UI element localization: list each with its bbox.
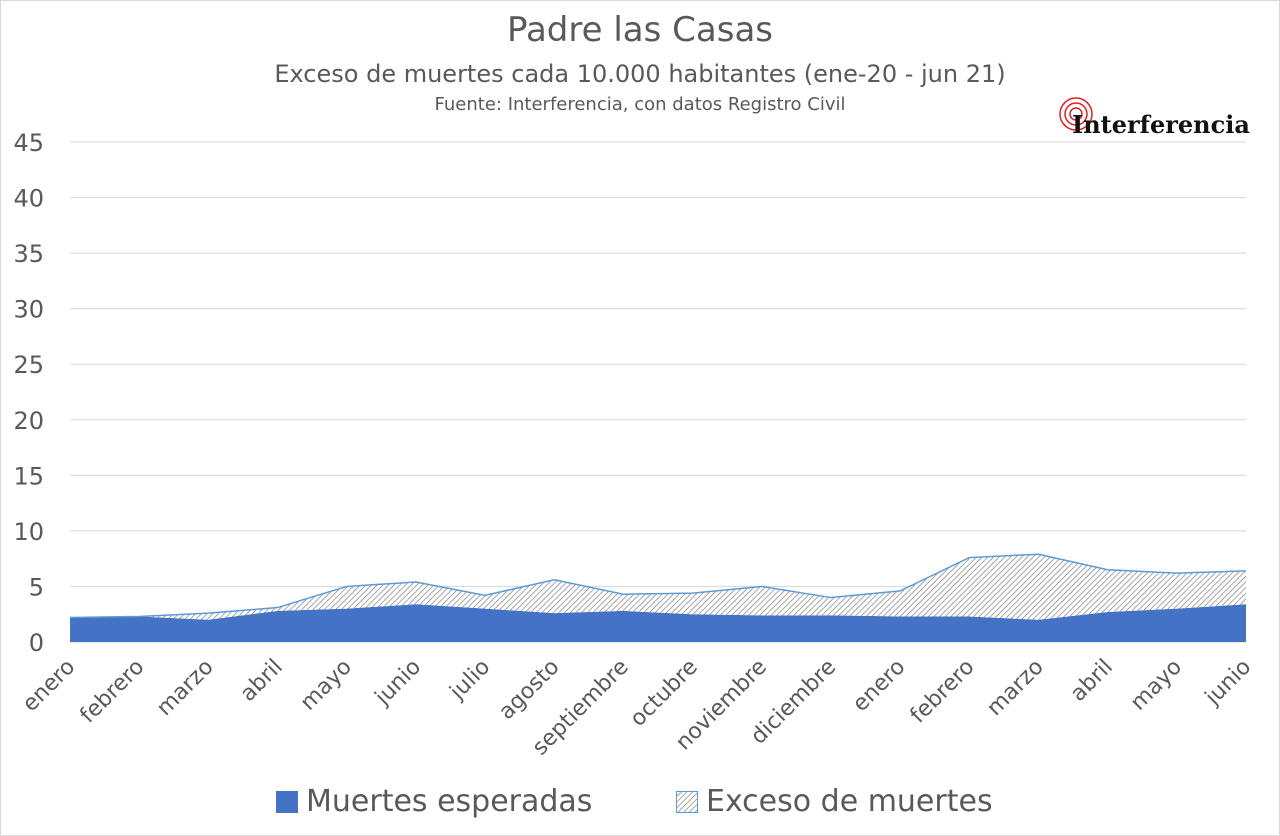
x-tick-label-1: febrero bbox=[76, 655, 150, 729]
x-tick-label-12: enero bbox=[848, 655, 910, 717]
x-tick-label-6: julio bbox=[445, 655, 496, 706]
chart-legend: Muertes esperadas Exceso de muertes bbox=[0, 784, 1280, 824]
legend-label-excess: Exceso de muertes bbox=[706, 784, 993, 819]
chart-subtitle: Exceso de muertes cada 10.000 habitantes… bbox=[274, 60, 1006, 88]
y-tick-label-10: 10 bbox=[13, 518, 44, 546]
y-tick-label-0: 0 bbox=[29, 629, 44, 657]
x-tick-label-4: mayo bbox=[296, 655, 357, 716]
y-tick-label-5: 5 bbox=[29, 573, 44, 601]
y-tick-label-45: 45 bbox=[13, 129, 44, 157]
series-area-exceso-de-muertes bbox=[70, 554, 1246, 620]
legend-swatch-expected bbox=[276, 790, 298, 813]
x-tick-label-5: junio bbox=[370, 655, 426, 711]
x-tick-label-13: febrero bbox=[906, 655, 980, 729]
legend-item-excess: Exceso de muertes bbox=[676, 784, 993, 819]
x-tick-label-17: junio bbox=[1200, 655, 1256, 711]
x-tick-label-7: agosto bbox=[494, 655, 564, 725]
series-area-muertes-esperadas bbox=[70, 604, 1246, 642]
interferencia-logo: Interferencia bbox=[1056, 96, 1256, 140]
legend-swatch-excess bbox=[676, 790, 698, 813]
logo-rings-icon bbox=[1059, 97, 1093, 131]
x-tick-label-0: enero bbox=[18, 655, 80, 717]
series-line-exceso-de-muertes bbox=[69, 553, 1247, 619]
chart-source: Fuente: Interferencia, con datos Registr… bbox=[434, 94, 846, 115]
y-tick-label-40: 40 bbox=[13, 185, 44, 213]
chart-title: Padre las Casas bbox=[507, 10, 773, 50]
x-tick-label-2: marzo bbox=[152, 655, 218, 721]
x-tick-label-15: abril bbox=[1066, 655, 1118, 707]
x-tick-label-14: marzo bbox=[982, 655, 1048, 721]
y-tick-label-30: 30 bbox=[13, 296, 44, 324]
legend-label-expected: Muertes esperadas bbox=[306, 784, 593, 819]
y-tick-label-20: 20 bbox=[13, 407, 44, 435]
logo-text: Interferencia bbox=[1072, 110, 1250, 139]
y-tick-label-35: 35 bbox=[13, 240, 44, 268]
x-tick-label-3: abril bbox=[236, 655, 288, 707]
y-tick-label-25: 25 bbox=[13, 351, 44, 379]
y-tick-label-15: 15 bbox=[13, 462, 44, 490]
legend-item-expected: Muertes esperadas bbox=[276, 784, 592, 819]
x-tick-label-16: mayo bbox=[1126, 655, 1187, 716]
